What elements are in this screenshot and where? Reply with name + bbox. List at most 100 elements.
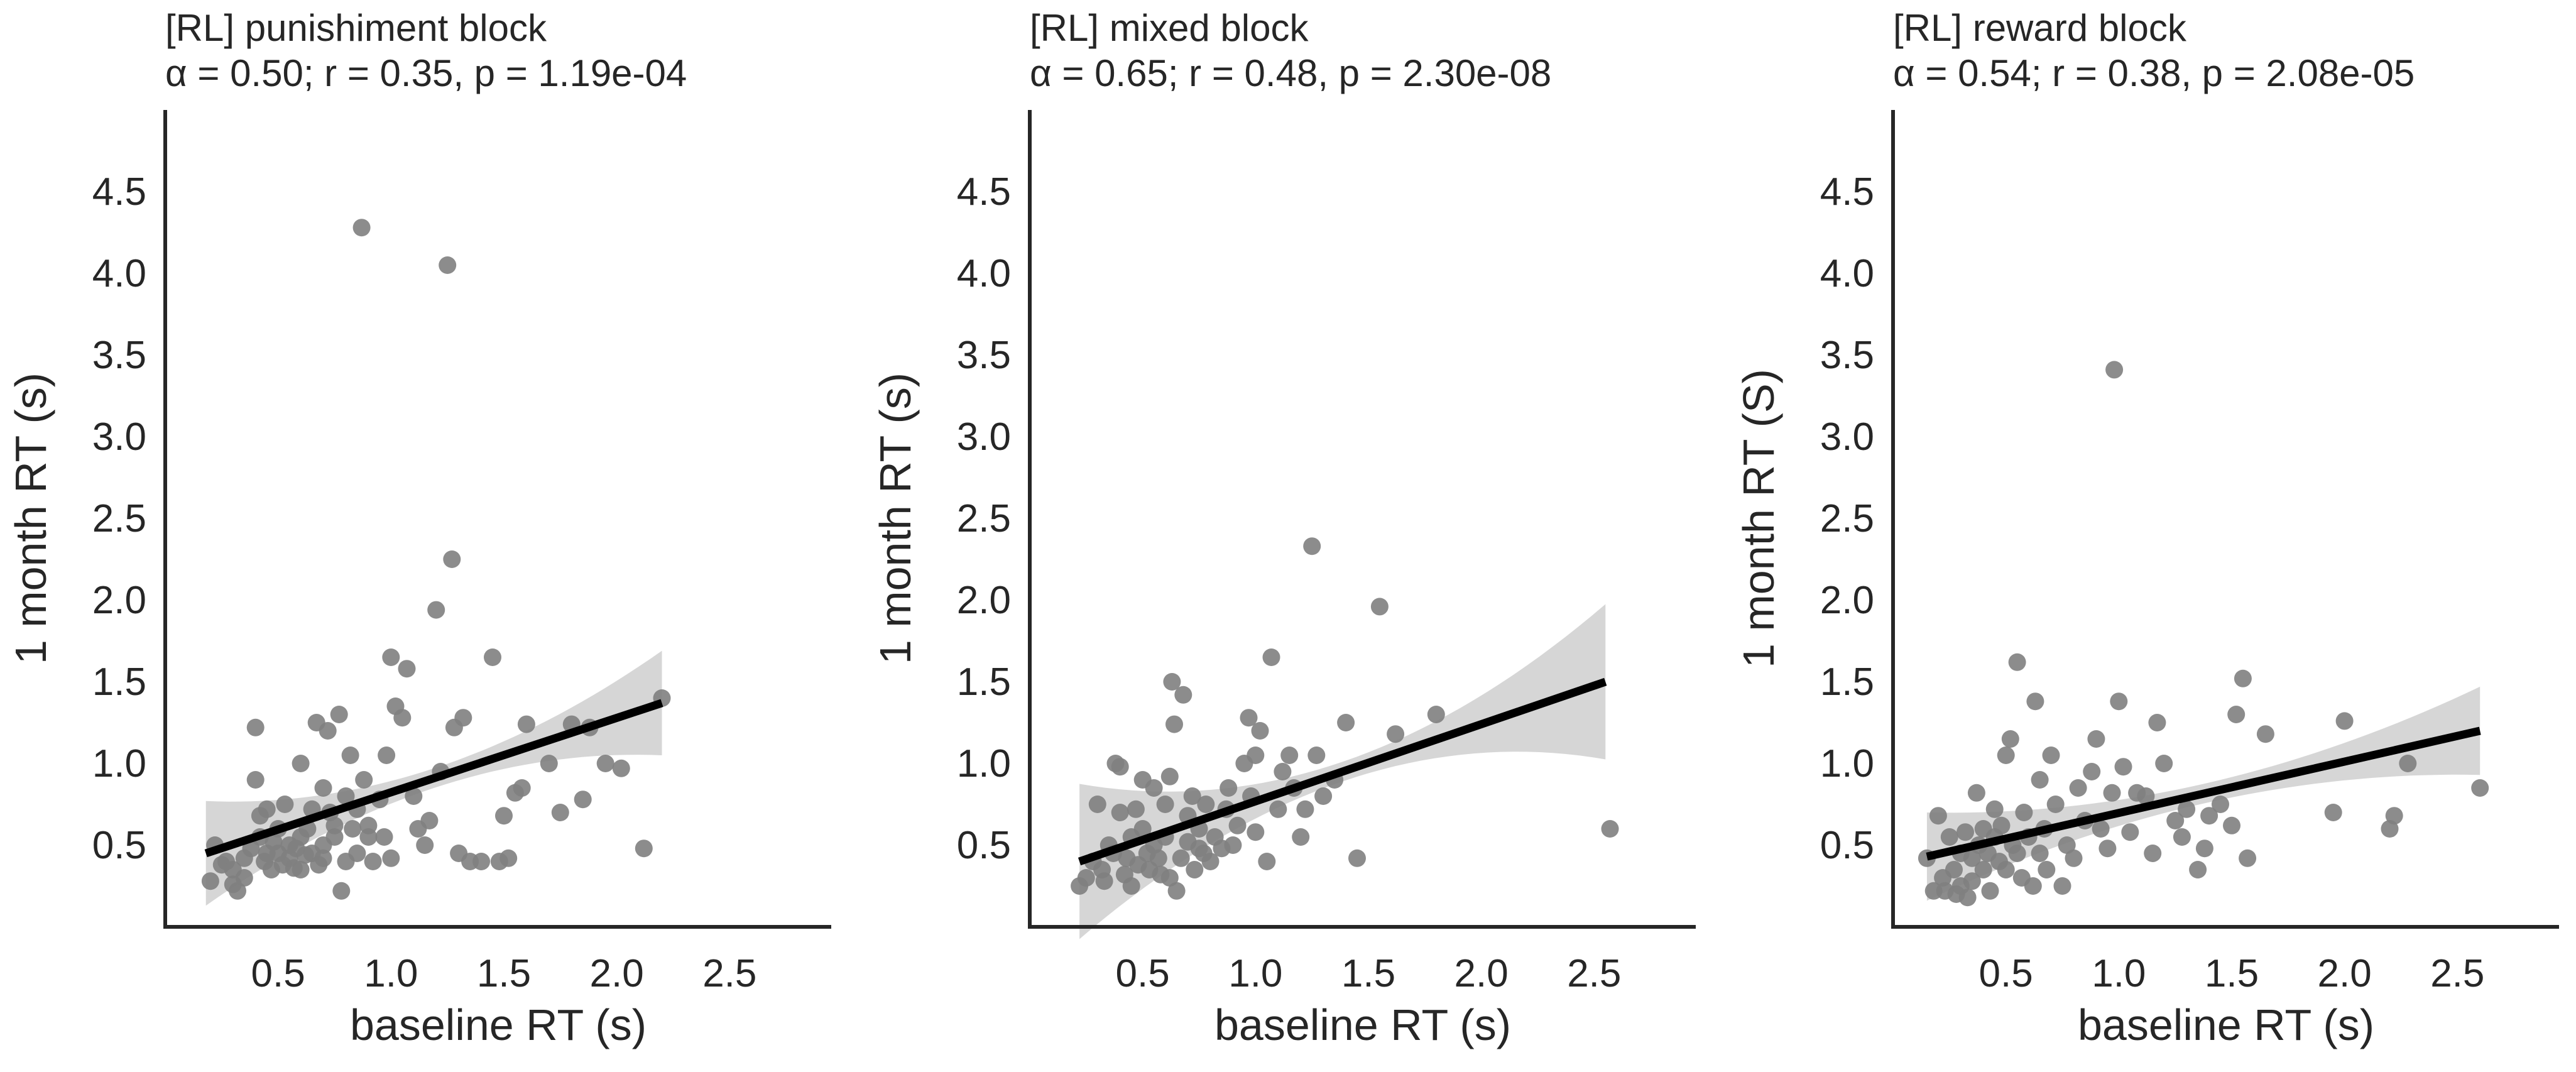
data-point [1247,823,1265,841]
data-point [375,828,393,846]
data-point [1992,816,2011,834]
y-tick-label: 3.0 [957,415,1011,459]
data-point [1958,889,1977,907]
data-point [1274,763,1292,780]
data-point [1280,747,1299,764]
y-tick-label: 2.5 [1820,497,1874,540]
data-point [1145,779,1163,797]
regression-line [1078,677,1607,866]
y-tick-label: 0.5 [957,824,1011,867]
data-point [382,849,400,867]
data-point [2069,779,2087,797]
data-point [276,796,294,813]
y-tick-label: 2.0 [92,579,146,622]
data-point [1997,747,2015,764]
y-tick-label: 4.5 [92,170,146,214]
x-tick-label: 1.0 [1228,952,1282,995]
data-point [1163,673,1181,691]
data-point [359,816,378,834]
data-point [314,849,332,867]
data-point [2137,787,2155,805]
data-point [1160,767,1179,785]
data-point [2008,845,2026,862]
data-point [258,800,276,818]
data-point [1077,869,1095,887]
y-tick-label: 1.0 [1820,742,1874,785]
y-tick-label: 3.0 [92,415,146,459]
data-point [355,771,373,789]
data-point [439,256,457,274]
data-point [201,872,219,890]
data-point [2031,771,2049,789]
data-point [1201,853,1220,870]
data-point [1262,648,1280,666]
data-point [398,660,416,678]
data-point [1160,869,1179,887]
x-axis-label: baseline RT (s) [350,1000,647,1049]
x-tick-label: 2.5 [2430,952,2484,995]
data-point [1149,849,1167,867]
y-tick-label: 4.0 [1820,252,1874,295]
data-point [612,759,630,777]
data-point [2110,692,2128,711]
data-point [484,648,501,666]
y-tick-label: 1.0 [957,742,1011,785]
y-tick-label: 1.5 [1820,660,1874,704]
data-point [1247,747,1265,764]
y-axis-label: 1 month RT (S) [1734,369,1783,668]
y-tick-label: 3.5 [1820,334,1874,377]
data-point [2121,823,2139,841]
x-tick-label: 0.5 [1979,952,2033,995]
y-tick-label: 4.0 [92,252,146,295]
panel-punishment: [RL] punishiment block α = 0.50; r = 0.3… [6,7,831,1049]
data-point [635,840,653,858]
data-point [2155,755,2173,772]
y-tick-label: 3.5 [957,334,1011,377]
data-point [2471,779,2489,797]
data-point [1127,800,1145,818]
panel-title-line2: α = 0.65; r = 0.48, p = 2.30e-08 [1030,52,1551,94]
data-point [2058,836,2076,854]
data-point [2148,714,2166,731]
data-point [1220,779,1238,797]
data-point [2038,861,2056,878]
data-point [1601,820,1619,838]
data-point [2144,845,2162,862]
data-point [1957,823,1974,841]
data-point [1370,598,1389,616]
y-tick-label: 2.5 [957,497,1011,540]
data-point [1963,872,1981,890]
axis-spines [163,110,831,929]
data-point [1387,725,1405,743]
data-point [2324,804,2342,821]
data-point [2195,840,2213,858]
data-point [416,836,434,854]
x-tick-label: 0.5 [1116,952,1170,995]
data-point [330,706,348,723]
axis-spines [1891,110,2559,929]
data-point [2046,796,2065,813]
data-point [1258,853,1276,870]
panel-mixed: [RL] mixed block α = 0.65; r = 0.48, p =… [871,7,1696,1049]
data-point [454,709,472,727]
data-point [540,755,558,772]
data-point [1133,820,1152,838]
y-tick-label: 4.5 [957,170,1011,214]
data-point [1174,686,1192,704]
data-point [2385,807,2403,825]
data-point [2212,796,2229,813]
data-point [1292,828,1310,846]
data-point [2024,877,2042,895]
data-point [1251,722,1269,740]
data-point [1296,800,1314,818]
data-point [2053,877,2071,895]
x-tick-label: 2.0 [1454,952,1509,995]
x-tick-label: 2.0 [2318,952,2372,995]
data-point [2234,669,2252,687]
panel-reward: [RL] reward block α = 0.54; r = 0.38, p … [1734,7,2559,1049]
data-point [2173,828,2191,846]
data-point [1095,872,1113,890]
x-axis-label: baseline RT (s) [1214,1000,1511,1049]
data-point [551,804,569,821]
regression-line [204,699,663,858]
